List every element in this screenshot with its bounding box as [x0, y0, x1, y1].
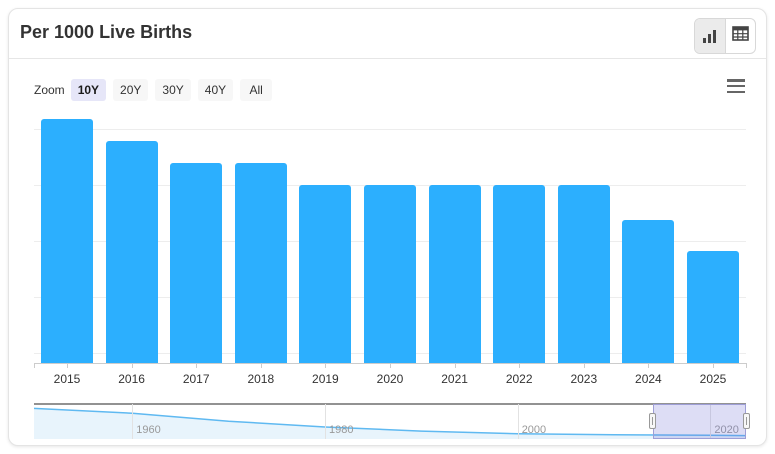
bar-2020[interactable] [364, 184, 416, 363]
hamburger-menu-icon[interactable] [727, 79, 745, 93]
navigator-year-label: 1980 [329, 424, 354, 436]
bar-2019[interactable] [299, 184, 352, 363]
range-button-30y[interactable]: 30Y [155, 79, 191, 101]
x-axis-label: 2020 [376, 372, 404, 386]
x-axis-label: 2023 [570, 372, 598, 386]
navigator-gridline [132, 404, 134, 439]
x-axis-label: 2022 [505, 372, 533, 386]
navigator-year-label: 2020 [714, 424, 739, 436]
bar-chart-icon [703, 29, 717, 43]
y-gridline [34, 129, 746, 130]
navigator: 1960 1980 2000 2020 [34, 403, 750, 439]
x-axis-label: 2018 [247, 372, 275, 386]
card-header: Per 1000 Live Births [9, 9, 766, 58]
plot-area: 2015 2016 2017 2018 2019 2020 2021 2022 2023 2024… [34, 106, 747, 386]
x-axis-label: 2024 [635, 372, 662, 386]
zoom-label: Zoom [34, 83, 65, 97]
navigator-year-label: 1960 [136, 424, 161, 436]
x-tick [131, 363, 133, 368]
bar-2024[interactable] [622, 219, 675, 363]
navigator-series [34, 407, 746, 439]
x-tick [746, 363, 747, 368]
bar-2015[interactable] [41, 119, 93, 363]
range-selector: Zoom 10Y 20Y 30Y 40Y All [34, 79, 279, 101]
bar-2023[interactable] [557, 184, 610, 363]
navigator-handle-left[interactable] [649, 413, 656, 429]
x-axis-label: 2021 [441, 372, 468, 386]
table-view-button[interactable] [726, 19, 756, 53]
x-tick [325, 363, 327, 368]
x-tick [454, 363, 456, 368]
page-title: Per 1000 Live Births [20, 22, 193, 42]
navigator-window[interactable] [652, 404, 746, 439]
x-tick [196, 363, 198, 368]
x-tick [390, 363, 391, 368]
x-tick [260, 363, 262, 368]
x-tick [34, 363, 35, 368]
range-button-all[interactable]: All [240, 79, 273, 101]
header-divider [9, 58, 766, 59]
navigator-year-label: 2000 [521, 424, 547, 436]
range-button-40y[interactable]: 40Y [197, 79, 234, 101]
view-toggle [694, 18, 756, 54]
chart-card: Per 1000 Live Births [8, 8, 767, 446]
bar-2022[interactable] [493, 184, 546, 363]
bar-2025[interactable] [687, 250, 739, 363]
bar-2017[interactable] [170, 163, 223, 363]
navigator-outline [34, 403, 746, 405]
navigator-gridline [325, 404, 326, 439]
bar-2018[interactable] [234, 163, 287, 363]
navigator-handle-right[interactable] [742, 413, 750, 429]
x-tick [583, 363, 585, 368]
bar-2021[interactable] [428, 184, 481, 363]
x-tick [519, 363, 521, 368]
navigator-gridline [517, 404, 519, 439]
x-axis-label: 2017 [182, 372, 210, 386]
navigator-gridline [710, 404, 712, 439]
x-axis-label: 2015 [53, 372, 81, 386]
bar-2016[interactable] [105, 141, 158, 363]
chart-view-button[interactable] [695, 19, 726, 53]
range-button-20y[interactable]: 20Y [113, 79, 149, 101]
x-axis-label: 2025 [699, 372, 727, 386]
x-tick [648, 363, 650, 368]
range-button-10y[interactable]: 10Y [70, 79, 107, 101]
table-icon [731, 26, 749, 46]
x-axis-label: 2016 [118, 372, 145, 386]
x-axis-label: 2019 [312, 372, 339, 386]
x-tick [67, 363, 68, 368]
x-tick [713, 363, 714, 368]
